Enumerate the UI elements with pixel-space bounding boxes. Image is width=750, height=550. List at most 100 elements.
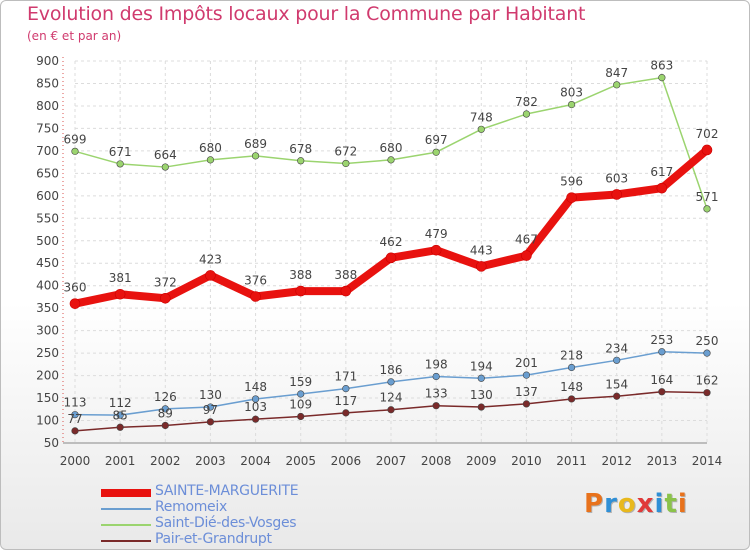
data-point xyxy=(340,285,352,297)
x-tick-label: 2013 xyxy=(647,454,678,468)
data-label: 162 xyxy=(696,374,719,388)
data-label: 702 xyxy=(696,127,719,141)
data-point xyxy=(522,110,531,118)
x-tick-label: 2006 xyxy=(331,454,362,468)
legend-swatch xyxy=(101,524,151,526)
legend-swatch xyxy=(101,489,151,497)
data-label: 126 xyxy=(154,390,177,404)
legend-swatch xyxy=(101,508,151,510)
data-label: 148 xyxy=(560,380,583,394)
data-point xyxy=(116,160,124,168)
data-point xyxy=(613,81,621,89)
y-tick-label: 800 xyxy=(36,99,59,113)
data-label: 201 xyxy=(515,356,538,370)
y-tick-label: 500 xyxy=(36,234,59,248)
data-label: 803 xyxy=(560,86,583,100)
data-label: 130 xyxy=(470,388,493,402)
data-point xyxy=(205,270,216,281)
y-tick-label: 750 xyxy=(36,121,59,135)
legend-label: Pair-et-Grandrupt xyxy=(155,531,272,547)
data-label: 689 xyxy=(244,137,267,151)
data-point xyxy=(295,285,307,297)
data-label: 423 xyxy=(199,252,222,266)
data-point xyxy=(161,163,169,171)
data-point xyxy=(432,402,440,410)
y-tick-label: 50 xyxy=(44,436,59,450)
data-label: 381 xyxy=(109,271,132,285)
data-point xyxy=(71,427,79,435)
data-label: 117 xyxy=(334,394,357,408)
y-tick-label: 200 xyxy=(36,369,59,383)
data-label: 388 xyxy=(289,268,312,282)
data-label: 171 xyxy=(334,370,357,384)
data-point xyxy=(566,192,577,203)
data-point xyxy=(116,411,124,419)
data-label: 154 xyxy=(605,377,628,391)
x-tick-label: 2007 xyxy=(376,454,407,468)
y-tick-label: 100 xyxy=(36,414,59,428)
chart-title: Evolution des Impôts locaux pour la Comm… xyxy=(27,3,586,25)
data-point xyxy=(250,291,261,302)
data-point xyxy=(159,292,171,304)
data-point xyxy=(477,403,485,411)
data-label: 678 xyxy=(289,142,312,156)
y-tick-label: 350 xyxy=(36,301,59,315)
data-point xyxy=(69,298,81,309)
data-point xyxy=(658,388,666,396)
data-label: 186 xyxy=(380,363,403,377)
proxiti-logo: Proxiti xyxy=(584,489,688,519)
data-label: 198 xyxy=(425,357,448,371)
data-point xyxy=(656,182,668,194)
data-point xyxy=(613,392,621,400)
data-point xyxy=(522,371,531,379)
data-point xyxy=(432,148,440,156)
data-point xyxy=(297,390,305,398)
data-label: 194 xyxy=(470,359,493,373)
data-label: 97 xyxy=(203,403,218,417)
x-tick-label: 2004 xyxy=(240,454,271,468)
data-point xyxy=(522,400,531,408)
x-tick-label: 2000 xyxy=(60,454,91,468)
data-point xyxy=(613,356,621,364)
legend-label: SAINTE-MARGUERITE xyxy=(155,483,299,499)
data-label: 109 xyxy=(289,397,312,411)
data-label: 671 xyxy=(109,145,132,159)
data-label: 603 xyxy=(605,171,628,185)
data-point xyxy=(116,423,124,431)
data-label: 85 xyxy=(113,408,128,422)
y-tick-label: 650 xyxy=(36,166,59,180)
chart-subtitle: (en € et par an) xyxy=(27,29,122,43)
x-tick-label: 2012 xyxy=(601,454,632,468)
data-point xyxy=(521,250,532,261)
y-tick-label: 250 xyxy=(36,346,59,360)
data-label: 847 xyxy=(605,66,628,80)
data-point xyxy=(703,205,711,213)
x-tick-label: 2003 xyxy=(195,454,226,468)
data-point xyxy=(432,372,440,381)
x-tick-label: 2011 xyxy=(556,454,587,468)
data-point xyxy=(114,288,126,300)
data-label: 112 xyxy=(109,396,132,410)
data-point xyxy=(658,74,666,82)
data-label: 782 xyxy=(515,95,538,109)
data-point xyxy=(206,156,215,164)
data-point xyxy=(701,144,713,156)
data-label: 863 xyxy=(650,59,673,73)
data-label: 479 xyxy=(425,227,448,241)
data-label: 137 xyxy=(515,385,538,399)
data-point xyxy=(387,378,395,386)
data-point xyxy=(342,159,350,168)
data-label: 148 xyxy=(244,380,267,394)
data-label: 124 xyxy=(380,391,403,405)
data-label: 89 xyxy=(158,406,173,420)
y-tick-label: 450 xyxy=(36,256,59,270)
y-tick-label: 550 xyxy=(36,211,59,225)
x-tick-label: 2009 xyxy=(466,454,497,468)
data-point xyxy=(567,363,576,372)
x-tick-label: 2001 xyxy=(105,454,136,468)
x-tick-label: 2008 xyxy=(421,454,452,468)
data-point xyxy=(385,252,397,264)
data-label: 467 xyxy=(515,233,538,247)
data-label: 250 xyxy=(696,334,719,348)
data-point xyxy=(251,415,260,423)
